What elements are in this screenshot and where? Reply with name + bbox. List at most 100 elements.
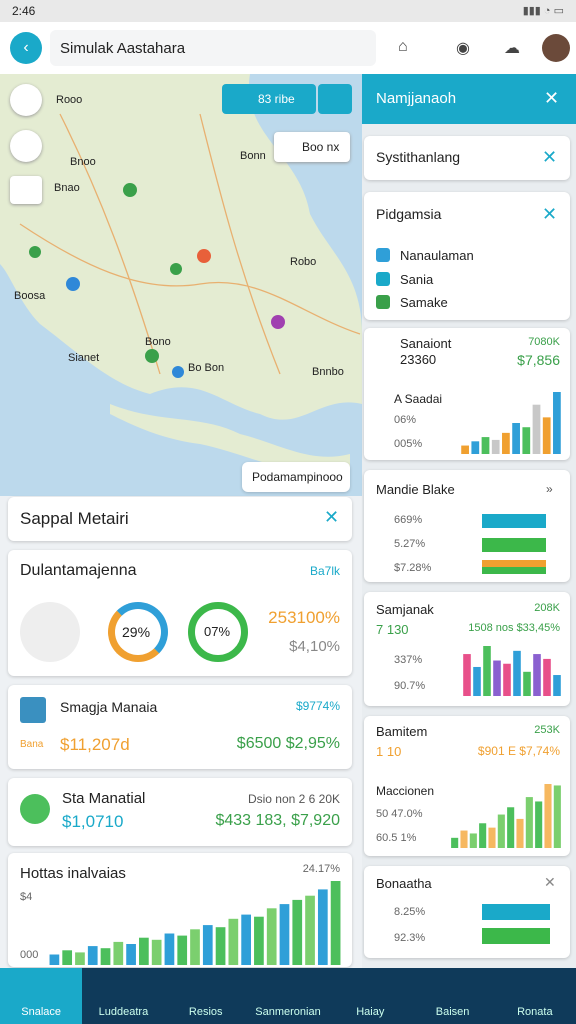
side-card: Samjanak 7 130 208K 1508 nos $33,45% 337… xyxy=(364,592,570,706)
nav-tab[interactable]: Baisen xyxy=(435,1006,470,1018)
map-label: Bono xyxy=(145,336,171,348)
bar xyxy=(463,654,471,696)
value: $6500 $2,95% xyxy=(236,735,340,752)
bar xyxy=(553,675,561,696)
search-field[interactable]: Simulak Aastahara xyxy=(50,30,376,66)
cloud-icon[interactable]: ☁ xyxy=(504,40,520,57)
map-island xyxy=(110,404,350,474)
side-card: Sanaiont 23360 7080K $7,856 A Saadai 06%… xyxy=(364,328,570,460)
nav-tab[interactable]: Snalace xyxy=(0,968,83,1024)
legend-icon xyxy=(376,272,390,286)
card-title: Sanaiont xyxy=(400,336,452,351)
nav-tab[interactable]: Sanmeronian xyxy=(255,1006,321,1018)
bar xyxy=(544,784,552,848)
legend-icon xyxy=(376,248,390,262)
map-popup[interactable]: Podamampinooo xyxy=(242,462,350,492)
label: Bana xyxy=(20,739,44,750)
pin[interactable] xyxy=(145,349,159,363)
pin[interactable] xyxy=(29,246,41,258)
card-title: Hottas inalvaias xyxy=(20,865,126,882)
map-control[interactable] xyxy=(10,130,42,162)
bar xyxy=(305,895,315,965)
bar xyxy=(202,925,213,965)
map-button[interactable] xyxy=(318,84,352,114)
map-filter-chip[interactable]: Boo nx xyxy=(274,132,350,162)
value: $1,0710 xyxy=(62,812,124,831)
nav-tab[interactable]: Luddeatra xyxy=(98,1006,149,1018)
label: 06% xyxy=(394,414,417,426)
label: 000 xyxy=(20,949,39,961)
badge: 208K xyxy=(534,602,560,614)
card-title: Samjanak xyxy=(376,602,434,617)
car-icon xyxy=(20,602,80,662)
donut xyxy=(188,602,248,662)
close[interactable]: ✕ xyxy=(544,874,556,890)
side-card: Pidgamsia ✕ Nanaulaman Sania Samake xyxy=(364,192,570,320)
map-search-chip[interactable]: 83 ribe xyxy=(222,84,316,114)
search-text: Simulak Aastahara xyxy=(60,40,186,57)
popup-text: Podamampinooo xyxy=(252,470,343,484)
legend-icon xyxy=(376,295,390,309)
pin[interactable] xyxy=(172,366,184,378)
back-button[interactable]: ‹ xyxy=(10,32,42,64)
close[interactable]: ✕ xyxy=(542,147,558,167)
value: $433 183, $7,920 xyxy=(215,812,340,829)
bar xyxy=(473,666,481,696)
summary-card: Dulantamajenna Ba7lk 29% 07% 253100% $4,… xyxy=(8,550,352,676)
row-bar xyxy=(482,560,546,574)
bar xyxy=(491,439,500,454)
bar xyxy=(535,801,543,848)
map-control[interactable] xyxy=(10,176,42,204)
value: 23360 xyxy=(400,352,437,367)
bar xyxy=(241,914,251,965)
close[interactable]: ✕ xyxy=(542,204,558,224)
avatar[interactable] xyxy=(542,34,570,62)
bar xyxy=(451,837,459,848)
home-icon[interactable]: ⌂ xyxy=(398,38,408,55)
header-title: Sappal Metairi xyxy=(20,509,129,528)
card-title: Bonaatha xyxy=(376,876,432,891)
expand[interactable]: » xyxy=(546,482,553,496)
bar xyxy=(493,660,501,696)
map-label: Rooo xyxy=(56,94,83,106)
bar xyxy=(471,441,480,454)
nav-tab[interactable]: Haiay xyxy=(356,1006,385,1018)
pin[interactable] xyxy=(170,263,182,275)
badge: $9774% xyxy=(295,699,340,713)
nav-tab[interactable]: Ronata xyxy=(517,1006,553,1018)
map-label: Bnoo xyxy=(70,156,96,168)
pin[interactable] xyxy=(123,183,137,197)
close[interactable]: ✕ xyxy=(544,88,560,108)
bar xyxy=(461,445,469,454)
row-bar xyxy=(482,904,550,920)
bar-chart xyxy=(463,646,561,696)
bar xyxy=(553,785,561,848)
map-roads xyxy=(19,113,361,375)
bar xyxy=(113,941,124,965)
badge: 24.17% xyxy=(302,863,340,875)
pin[interactable] xyxy=(271,315,285,329)
bar xyxy=(190,929,200,965)
chart-card: Hottas inalvaias $4 24.17% 000 xyxy=(8,853,352,967)
amount: $901 E $7,74% xyxy=(477,744,560,758)
bar xyxy=(543,658,551,696)
close[interactable]: ✕ xyxy=(324,507,340,527)
pin[interactable] xyxy=(197,249,211,263)
donut-label: 07% xyxy=(204,624,231,639)
chip-text: Boo nx xyxy=(302,140,340,154)
notify-icon[interactable]: ◉ xyxy=(456,40,470,57)
map-control[interactable] xyxy=(10,84,42,116)
pin[interactable] xyxy=(66,277,80,291)
bar xyxy=(553,392,561,454)
bar xyxy=(164,933,175,965)
side-card: Bamitem 1 10 253K $901 E $7,74% Maccione… xyxy=(364,716,570,856)
thumb xyxy=(20,697,46,723)
row-label: 5.27% xyxy=(394,538,426,550)
bar-chart xyxy=(451,784,561,848)
label: 005% xyxy=(394,438,423,450)
map-land xyxy=(0,74,362,420)
bar xyxy=(488,827,496,848)
bar xyxy=(279,904,290,965)
label: 90.7% xyxy=(394,680,426,692)
nav-tab[interactable]: Resios xyxy=(188,1006,223,1018)
